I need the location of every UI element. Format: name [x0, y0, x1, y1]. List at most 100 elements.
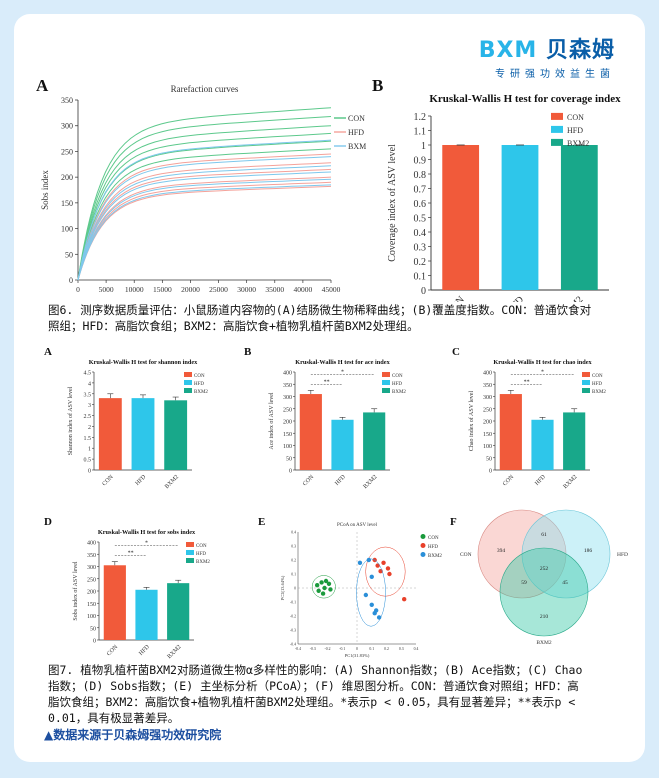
- pcoa-point-bxm2: [373, 608, 379, 613]
- fig6-caption-line2: 照组；HFD：高脂饮食组；BXM2：高脂饮食+植物乳植杆菌BXM2处理组。: [48, 319, 419, 333]
- chart-title: Kruskal-Wallis H test for chao index: [493, 359, 592, 366]
- y-tick-label: 300: [61, 122, 73, 131]
- legend-swatch-con: [551, 112, 563, 120]
- legend-swatch-con: [382, 372, 390, 377]
- bar-hfd: [131, 398, 155, 470]
- ace-chart: Kruskal-Wallis H test for ace index 0 50 10…: [268, 359, 406, 490]
- legend-label-bxm2: BXM2: [567, 139, 589, 148]
- x-tick-label: 15000: [153, 285, 172, 294]
- x-tick-label: CON: [106, 644, 120, 658]
- legend-label-hfd: HFD: [194, 382, 204, 387]
- legend-label-hfd: HFD: [428, 545, 438, 550]
- x-tick-label: 35000: [265, 285, 284, 294]
- legend-label-bxm2: BXM2: [196, 560, 210, 565]
- bar-con: [499, 394, 522, 470]
- legend-swatch-bxm2: [420, 552, 426, 557]
- bar-hfd: [331, 419, 354, 470]
- y-tick-label: 0: [294, 587, 296, 591]
- y-tick-label: 400: [483, 371, 492, 377]
- rarefaction-curve-con: [77, 107, 332, 281]
- confidence-ellipse-con: [311, 575, 336, 599]
- y-tick-label: 0.4: [414, 228, 427, 239]
- venn-circle-bxm2: [499, 547, 589, 637]
- legend-swatch-hfd: [184, 380, 192, 385]
- legend-label-con: CON: [392, 374, 403, 379]
- pcoa-point-bxm2: [363, 592, 369, 598]
- y-tick-label: 0.1: [414, 272, 427, 283]
- x-tick-label: BXM2: [363, 474, 379, 490]
- y-tick-label: 250: [283, 407, 292, 413]
- pcoa-point-con: [314, 583, 320, 588]
- y-tick-label: 0.5: [84, 458, 92, 464]
- y-axis-label: Chao index of ASV level: [468, 391, 475, 452]
- pcoa-point-hfd: [385, 566, 391, 571]
- y-tick-label: -0.2: [290, 615, 296, 619]
- confidence-ellipse-bxm2: [356, 558, 386, 627]
- rarefaction-curve-bxm2: [77, 139, 332, 281]
- x-tick-label: -0.2: [324, 647, 330, 651]
- pcoa-point-hfd: [402, 597, 407, 602]
- legend-label-hfd: HFD: [567, 126, 583, 135]
- pcoa-chart: PCoA on ASV level -0.4 -0.3 -0.2 -0.1 0 0.1 0.2…: [280, 523, 442, 658]
- y-tick-label: 0: [489, 469, 492, 475]
- y-tick-label: 150: [483, 432, 492, 438]
- legend-swatch-hfd: [551, 125, 563, 133]
- y-tick-label: 1.2: [414, 112, 427, 123]
- bar-con: [299, 394, 322, 470]
- x-tick-label: 10000: [125, 285, 144, 294]
- legend-label-bxm2: BXM2: [592, 390, 606, 395]
- y-tick-label: 350: [483, 383, 492, 389]
- pcoa-point-hfd: [381, 560, 386, 565]
- venn-count-hfd-bxm2: 45: [562, 580, 568, 586]
- y-tick-label: 50: [90, 626, 96, 632]
- fig7-caption-line1: 图7. 植物乳植杆菌BXM2对肠道微生物α多样性的影响：(A) Shannon指…: [48, 663, 583, 677]
- chart-title: Kruskal-Wallis H test for coverage index: [429, 93, 621, 105]
- fig6-panel-a-letter: A: [36, 76, 49, 95]
- x-tick-label: 0: [76, 285, 80, 294]
- rarefaction-curve-hfd: [77, 176, 332, 281]
- venn-diagram: 394 186 210 61 59 45 252 CON HFD BXM2: [460, 509, 628, 646]
- x-tick-label: 45000: [322, 285, 341, 294]
- y-tick-label: 100: [283, 444, 292, 450]
- y-tick-label: 350: [87, 553, 96, 559]
- x-tick-label: 20000: [181, 285, 200, 294]
- legend-label-con: CON: [428, 536, 439, 541]
- fig6-panel-b-letter: B: [372, 76, 384, 95]
- fig7-caption-line2: 指数；(D) Sobs指数；(E) 主坐标分析（PCoA）；(F) 维恩图分析。…: [48, 679, 579, 693]
- legend-swatch-con: [420, 534, 426, 539]
- y-tick-label: 3.5: [84, 392, 92, 398]
- y-tick-label: 4.5: [84, 371, 92, 377]
- x-tick-label: BXM2: [558, 294, 585, 302]
- fig7-panel-f-letter: F: [450, 516, 457, 528]
- legend-swatch-hfd: [186, 550, 194, 555]
- rarefaction-chart: Rarefaction curves0501001502002503003500…: [40, 84, 366, 294]
- fig7-panel-e-letter: E: [258, 516, 266, 528]
- y-tick-label: 0.3: [291, 545, 296, 549]
- venn-count-con-bxm2: 59: [521, 580, 527, 586]
- legend-swatch-con: [184, 372, 192, 377]
- x-tick-label: 0.2: [384, 647, 389, 651]
- y-tick-label: 200: [483, 420, 492, 426]
- legend-swatch-con: [186, 542, 194, 547]
- logo-brand-cn: 贝森姆: [545, 38, 615, 63]
- y-tick-label: -0.3: [290, 629, 296, 633]
- bar-bxm2: [560, 145, 598, 290]
- y-tick-label: 0.5: [414, 214, 427, 225]
- x-tick-label: HFD: [135, 474, 148, 487]
- y-tick-label: 300: [283, 395, 292, 401]
- data-source-note: ▲数据来源于贝森姆强功效研究院: [44, 728, 222, 742]
- y-tick-label: 250: [483, 407, 492, 413]
- y-tick-label: 2: [88, 425, 91, 431]
- x-tick-label: HFD: [334, 474, 347, 487]
- y-tick-label: 200: [283, 420, 292, 426]
- rarefaction-curve-con: [77, 132, 332, 281]
- y-tick-label: 0: [289, 469, 292, 475]
- y-tick-label: 0: [88, 469, 91, 475]
- legend-label-hfd: HFD: [348, 128, 364, 137]
- fig7-panel-b-letter: B: [244, 346, 252, 358]
- legend-label-bxm2: BXM2: [194, 390, 208, 395]
- x-tick-label: CON: [302, 474, 316, 488]
- venn-count-hfd-only: 186: [584, 548, 593, 554]
- x-tick-label: HFD: [138, 644, 151, 657]
- x-tick-label: CON: [444, 294, 467, 302]
